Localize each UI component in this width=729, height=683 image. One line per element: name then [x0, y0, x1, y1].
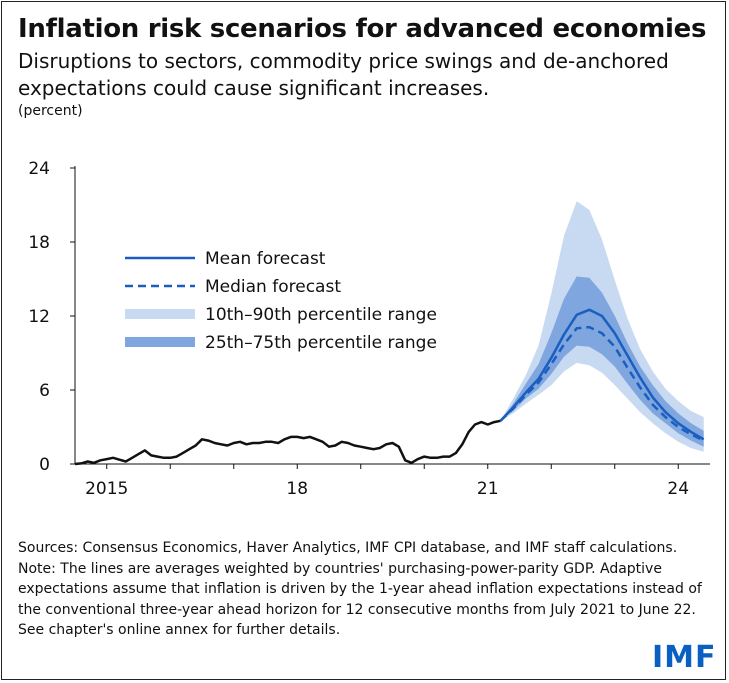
legend-label: 25th–75th percentile range — [205, 333, 437, 353]
y-tick-label: 0 — [39, 455, 50, 475]
historical-line — [74, 419, 501, 466]
legend: Mean forecast Median forecast 10th–90th pe… — [125, 249, 437, 353]
axes-layer: 0 6 12 18 24 2015 18 21 24 — [28, 159, 710, 499]
sources-text: Sources: Consensus Economics, Haver Anal… — [18, 540, 678, 556]
median-forecast-line — [499, 325, 705, 442]
imf-logo: IMF — [652, 640, 717, 675]
legend-swatch-10-90 — [125, 309, 195, 319]
x-tick-label: 2015 — [85, 479, 128, 499]
x-tick-label: 21 — [477, 479, 499, 499]
legend-swatch-25-75 — [125, 337, 195, 347]
x-tick-label: 24 — [667, 479, 689, 499]
x-tick-label: 18 — [286, 479, 308, 499]
y-tick-label: 18 — [28, 233, 50, 253]
y-tick-label: 12 — [28, 307, 50, 327]
legend-label: 10th–90th percentile range — [205, 305, 437, 325]
lines-layer — [74, 308, 705, 466]
chart-subtitle: Disruptions to sectors, commodity price … — [18, 49, 669, 100]
inflation-chart: 0 6 12 18 24 2015 18 21 24 Mean forecast Median f… — [28, 159, 710, 499]
unit-label: (percent) — [18, 103, 83, 119]
mean-forecast-line — [499, 308, 705, 441]
legend-label: Median forecast — [205, 277, 341, 297]
legend-label: Mean forecast — [205, 249, 326, 269]
chart-title: Inflation risk scenarios for advanced ec… — [18, 14, 707, 44]
notes: Sources: Consensus Economics, Haver Anal… — [18, 538, 708, 641]
y-tick-label: 6 — [39, 381, 50, 401]
note-text: Note: The lines are averages weighted by… — [18, 560, 702, 639]
bands-layer — [500, 201, 704, 452]
y-tick-label: 24 — [28, 159, 50, 179]
